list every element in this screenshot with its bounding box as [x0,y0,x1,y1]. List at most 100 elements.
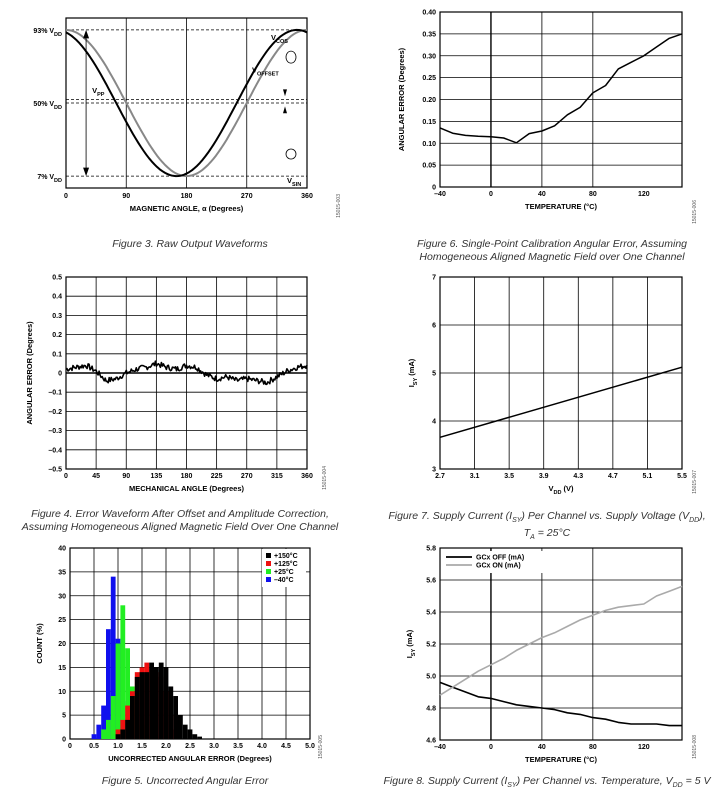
error-waveform-line [65,360,308,386]
caption-text: ), T [523,510,706,540]
y-tick-label: –0.5 [48,467,62,474]
legend-label: GCx OFF (mA) [476,555,524,562]
caption-text: ) Per Channel vs. Supply Voltage (V [521,510,690,522]
figure-6-panel: –40 0 40 80 120 0 0.05 0.10 0.15 0.20 0.25 0.30 0.35… [362,0,725,270]
voffset-label: VOFFSET [252,65,279,77]
y-tick-label: 4.8 [426,706,436,713]
vpp-arrow-head [83,29,90,39]
x-tick-label: 80 [589,191,597,198]
figure-caption: Figure 5. Uncorrected Angular Error [101,775,269,787]
legend-swatch [266,553,271,558]
y-tick-label: 7% VDD [37,174,62,184]
x-tick-label: 270 [241,473,253,480]
y-tick-label: 0.3 [52,313,62,320]
x-axis-label: VDD (V) [548,484,574,496]
legend-swatch [266,561,271,566]
y-tick-label: 0.1 [52,351,62,358]
y-tick-label: 5.2 [426,642,436,649]
histogram-bar [110,576,116,739]
histogram-bar [192,734,198,739]
figure-8-chart: –40 0 40 80 120 4.6 4.8 5.0 5.2 5.4 5.6 5.8 TEMPERAT… [405,546,683,764]
x-tick-label: 0 [64,473,68,480]
caption-sub: DD [672,782,683,790]
y-tick-label: 4.6 [426,738,436,745]
x-tick-label: 180 [181,473,193,480]
figure-caption: Figure 8. Supply Current (ISY) Per Chann… [382,775,712,792]
y-tick-label: 5 [432,371,436,378]
x-tick-label: 5.1 [643,473,653,480]
figure-7-chart: 2.7 3.1 3.5 3.9 4.3 4.7 5.1 5.5 3 4 5 6 7 VDD (V) ISY … [407,275,687,497]
histogram-bar [163,667,169,739]
y-tick-label: 0.4 [52,294,62,301]
x-tick-label: 225 [211,473,223,480]
y-axis-label: COUNT (%) [35,623,44,664]
histogram-bar [187,729,193,739]
y-tick-label: 4 [432,419,436,426]
x-tick-label: 0 [68,743,72,750]
histogram-bar [182,724,188,739]
x-tick-label: 0.5 [89,743,99,750]
y-tick-label: 0.30 [422,53,436,60]
histogram-bar [158,662,164,739]
y-tick-label: 6 [432,323,436,330]
histogram-bar [120,729,126,739]
x-tick-label: 360 [301,193,313,200]
vcos-label: VCOS [271,33,288,45]
x-tick-label: 1.5 [137,743,147,750]
y-tick-label: 30 [58,593,66,600]
vpp-arrow-head [83,167,90,177]
x-tick-label: 45 [92,473,100,480]
x-tick-label: 1.0 [113,743,123,750]
y-tick-label: 5.8 [426,546,436,553]
x-axis-label: TEMPERATURE (°C) [525,202,598,211]
figure-caption: Figure 4. Error Waveform After Offset an… [21,508,339,533]
offset-arrow [283,106,287,114]
y-tick-label: 0.35 [422,31,436,38]
supply-current-line [439,366,683,439]
figure-code: 15015-007 [692,470,698,494]
x-tick-label: 0 [489,744,493,751]
y-tick-label: 0.5 [52,275,62,282]
y-tick-label: 0.25 [422,75,436,82]
y-axis-label: ANGULAR ERROR (Degrees) [397,47,406,151]
y-tick-label: 25 [58,617,66,624]
waveform-vsin [65,28,308,178]
x-axis-label: MECHANICAL ANGLE (Degrees) [129,484,245,493]
x-tick-label: 2.7 [435,473,445,480]
caption-sub: SY [507,782,517,790]
x-tick-label: –40 [434,191,446,198]
vcos-marker [285,50,297,64]
x-tick-label: 135 [151,473,163,480]
angular-error-line [439,33,683,144]
x-tick-label: 270 [241,193,253,200]
histogram-bar [168,686,174,739]
x-tick-label: 4.3 [573,473,583,480]
caption-text: = 5 V [682,775,711,787]
y-tick-label: –0.3 [48,428,62,435]
x-axis-label: UNCORRECTED ANGULAR ERROR (Degrees) [108,754,272,763]
figure-code: 15015-008 [692,735,698,759]
figure-caption: Figure 7. Supply Current (ISY) Per Chann… [382,510,712,544]
y-tick-label: –0.4 [48,447,62,454]
x-tick-label: 2.0 [161,743,171,750]
y-tick-label: 35 [58,569,66,576]
y-tick-label: 5.0 [426,674,436,681]
y-tick-label: 10 [58,689,66,696]
y-tick-label: 93% VDD [33,28,62,38]
y-tick-label: 20 [58,641,66,648]
caption-sub: A [530,534,535,542]
figure-3-chart: 93% VDD 50% VDD 7% VDD 0 90 180 270 360 MAGNETIC… [33,17,313,213]
histogram-bar [144,672,150,739]
caption-text: Figure 7. Supply Current (I [388,510,513,522]
y-tick-label: 0 [62,737,66,744]
y-tick-label: 0.40 [422,10,436,17]
y-tick-label: 0.10 [422,141,436,148]
y-tick-label: –0.1 [48,390,62,397]
y-tick-label: 0 [432,185,436,192]
x-tick-label: 0 [64,193,68,200]
histogram-bar [115,729,121,739]
y-tick-label: 5.6 [426,578,436,585]
figure-code: 15015-006 [692,200,698,224]
caption-text: = 25°C [534,527,571,540]
histogram-bar [197,736,202,739]
